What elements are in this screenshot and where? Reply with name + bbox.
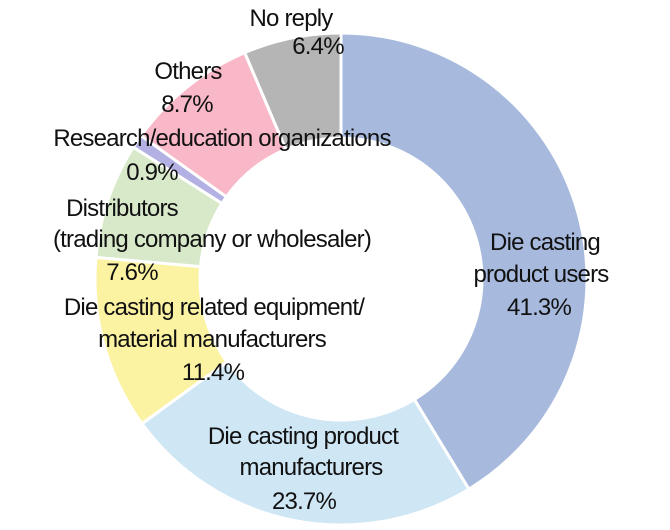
donut-segment-product-manufacturers	[139, 359, 471, 527]
segment-label-no-reply-text-0: No reply	[249, 5, 334, 32]
segment-label-product-users-text-1: product users	[473, 261, 609, 288]
segment-label-product-manufacturers-percent: 23.7%	[271, 488, 337, 515]
donut-segment-no-reply	[242, 31, 343, 152]
segment-label-distributors-text-1: (trading company or wholesaler)	[52, 226, 372, 253]
segment-label-product-users-text-0: Die casting	[490, 229, 601, 256]
segment-label-equipment-material-manufacturers-percent: 11.4%	[181, 359, 245, 386]
segment-label-equipment-material-manufacturers-text-1: material manufacturers	[98, 326, 327, 353]
segment-label-no-reply-percent: 6.4%	[292, 33, 344, 60]
segment-label-distributors-percent: 7.6%	[106, 259, 158, 286]
segment-label-product-manufacturers-text-0: Die casting product	[207, 423, 399, 450]
segment-label-product-users-percent: 41.3%	[506, 294, 572, 321]
segment-label-research-education-percent: 0.9%	[126, 159, 178, 186]
segment-label-others-percent: 8.7%	[161, 91, 213, 118]
segment-label-others-text-0: Others	[154, 58, 222, 85]
segment-label-distributors-text-0: Distributors	[66, 195, 179, 222]
donut-segment-product-users	[339, 31, 589, 492]
segment-label-equipment-material-manufacturers-text-0: Die casting related equipment/	[63, 294, 365, 321]
segment-label-research-education-text-0: Research/education organizations	[53, 125, 391, 152]
segment-label-product-manufacturers-text-1: manufacturers	[239, 454, 384, 481]
